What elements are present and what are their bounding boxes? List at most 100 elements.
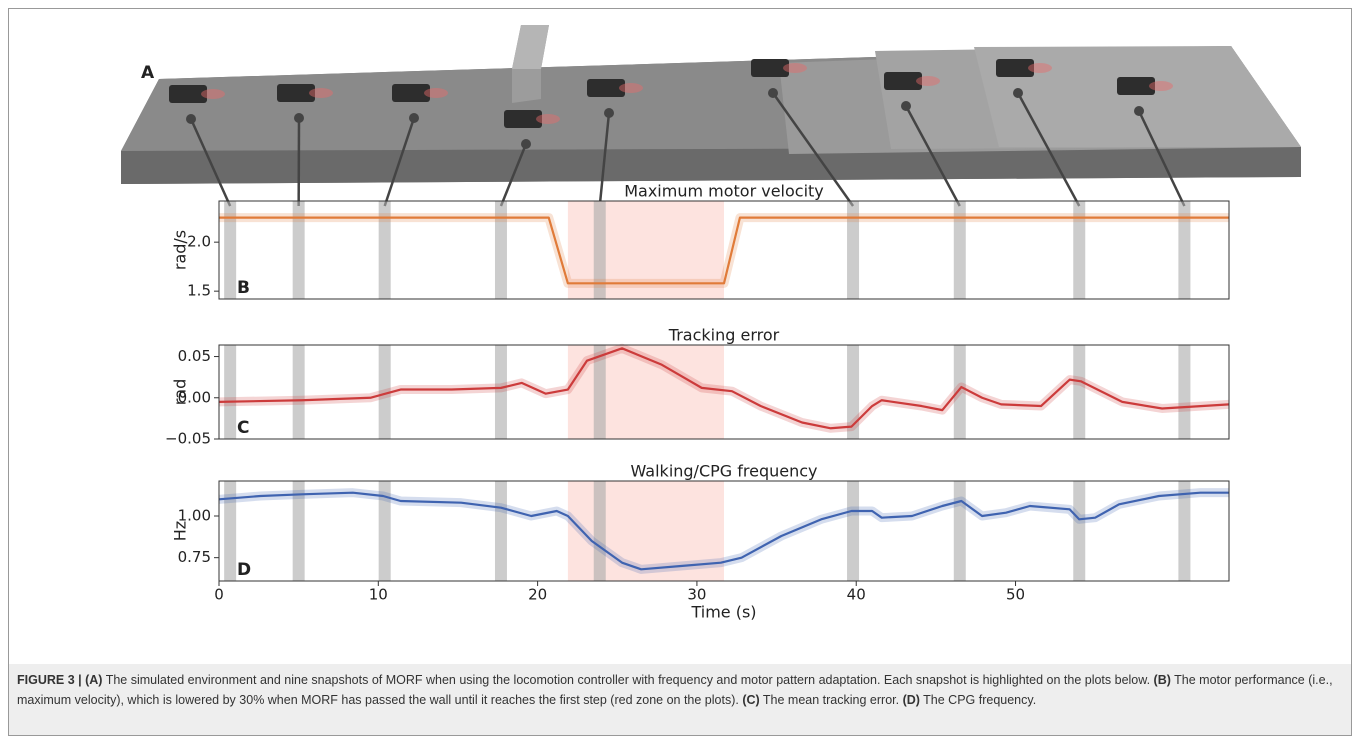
x-tick-label: 50 <box>1006 586 1025 604</box>
robot <box>504 110 542 128</box>
caption-text: The CPG frequency. <box>919 693 1037 707</box>
snapshot-connector <box>1016 92 1081 207</box>
robot <box>169 85 207 103</box>
panel-label: C <box>237 418 249 438</box>
chart-title: Walking/CPG frequency <box>631 462 818 481</box>
connector-dot <box>1013 88 1023 98</box>
snapshot-bar <box>224 201 237 299</box>
y-tick-label: 0.00 <box>178 388 211 406</box>
snapshot-connector <box>771 92 855 207</box>
robot <box>1117 77 1155 95</box>
connector-dot <box>604 108 614 118</box>
y-axis-label: Hz <box>171 521 190 541</box>
snapshot-bar <box>1073 201 1086 299</box>
robot <box>996 59 1034 77</box>
robot-glow <box>1149 81 1173 91</box>
snapshot-connector <box>189 118 232 207</box>
snapshot-bar <box>1073 481 1086 581</box>
caption-text: The simulated environment and nine snaps… <box>102 673 1154 687</box>
caption-bold: (C) <box>742 693 760 707</box>
y-tick-label: 2.0 <box>187 233 211 251</box>
snapshot-bar <box>1073 345 1086 439</box>
snapshot-bar <box>593 345 606 439</box>
y-tick-label: 1.5 <box>187 282 211 300</box>
y-tick-label: 0.05 <box>178 347 211 365</box>
snapshot-bar <box>378 481 391 581</box>
robot-glow <box>916 76 940 86</box>
chart: 0.75 1.00 0 10 20 30 40 50 Walking/CPG frequency… <box>171 462 1230 622</box>
robot <box>587 79 625 97</box>
snapshot-bar <box>953 481 966 581</box>
connector-dot <box>186 114 196 124</box>
snapshot-bar <box>593 201 606 299</box>
robot-glow <box>309 88 333 98</box>
x-tick-label: 10 <box>369 586 388 604</box>
snapshot-connector <box>499 143 528 207</box>
snapshot-connector <box>1137 110 1186 207</box>
panel-label: B <box>237 278 250 298</box>
robot-glow <box>783 63 807 73</box>
chart: 1.5 2.0 Maximum motor velocity rad/s B <box>171 182 1230 300</box>
snapshot-bar <box>847 345 860 439</box>
connector-dot <box>768 88 778 98</box>
snapshot-bar <box>494 345 507 439</box>
y-axis-label: rad <box>171 379 190 406</box>
caption-bold: FIGURE 3 | (A) <box>17 673 103 687</box>
connector-dot <box>901 101 911 111</box>
snapshot-bar <box>593 481 606 581</box>
snapshot-bar <box>953 345 966 439</box>
snapshot-connector <box>904 105 961 207</box>
x-tick-label: 30 <box>687 586 706 604</box>
robot-glow <box>1028 63 1052 73</box>
snapshot-bar <box>1178 345 1191 439</box>
snapshot-bar <box>1178 201 1191 299</box>
chart: −0.05 0.00 0.05 Tracking error rad C <box>165 326 1230 448</box>
panel-label: A <box>141 63 155 83</box>
caption-bold: (B) <box>1153 673 1171 687</box>
connector-dot <box>521 139 531 149</box>
x-tick-label: 40 <box>847 586 866 604</box>
snapshot-bar <box>378 201 391 299</box>
snapshot-bar <box>953 201 966 299</box>
robot-glow <box>536 114 560 124</box>
snapshot-bar <box>378 345 391 439</box>
x-tick-label: 0 <box>214 586 224 604</box>
snapshot-connector <box>383 117 416 207</box>
snapshot-bar <box>292 201 305 299</box>
y-axis-label: rad/s <box>171 230 190 270</box>
robot <box>392 84 430 102</box>
connector-dot <box>294 113 304 123</box>
y-tick-label: 1.00 <box>178 507 211 525</box>
snapshot-bar <box>292 481 305 581</box>
snapshot-bar <box>224 481 237 581</box>
x-axis-label: Time (s) <box>690 603 756 622</box>
connector-dot <box>1134 106 1144 116</box>
robot <box>751 59 789 77</box>
panel-label: D <box>237 560 251 580</box>
robot-glow <box>201 89 225 99</box>
caption-bold: (D) <box>902 693 920 707</box>
snapshot-bar <box>494 201 507 299</box>
robot <box>884 72 922 90</box>
snapshot-bar <box>847 201 860 299</box>
caption-text: The motor performance (i.e., maximum vel… <box>17 673 1333 707</box>
figure: A 1.5 2.0 Maximum motor velocity rad/s B −0.0… <box>8 8 1352 736</box>
plot-frame <box>218 344 1230 440</box>
line <box>218 491 1229 571</box>
snapshot-bar <box>494 481 507 581</box>
chart-title: Maximum motor velocity <box>624 182 824 201</box>
snapshot-bar <box>1178 481 1191 581</box>
caption: FIGURE 3 | (A) The simulated environment… <box>9 664 1351 735</box>
robot-glow <box>619 83 643 93</box>
snapshot-bar <box>224 345 237 439</box>
snapshot-bar <box>847 481 860 581</box>
plot-frame <box>218 200 1230 300</box>
figure-plot: A 1.5 2.0 Maximum motor velocity rad/s B −0.0… <box>121 25 1301 622</box>
y-tick-label: −0.05 <box>165 430 211 448</box>
plot-frame <box>218 480 1230 582</box>
robot-glow <box>424 88 448 98</box>
robot <box>277 84 315 102</box>
caption-text: The mean tracking error. <box>759 693 903 707</box>
chart-title: Tracking error <box>668 326 780 345</box>
y-tick-label: 0.75 <box>178 548 211 566</box>
